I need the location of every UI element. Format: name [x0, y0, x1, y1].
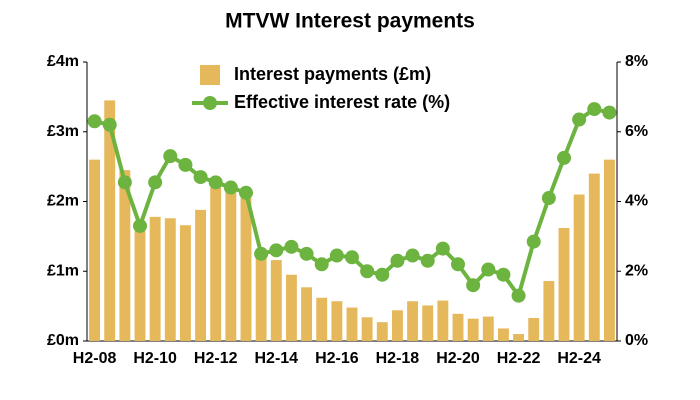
- y-tick-label: £0m: [47, 332, 79, 349]
- y2-tick-label: 4%: [625, 193, 648, 210]
- x-tick-label: H2-18: [376, 350, 420, 367]
- x-tick-label: H2-08: [73, 350, 117, 367]
- marker: [254, 246, 269, 261]
- marker: [269, 243, 284, 258]
- bar: [603, 159, 615, 341]
- marker: [466, 278, 481, 293]
- marker: [102, 117, 117, 132]
- marker: [526, 234, 541, 249]
- bar: [119, 170, 131, 341]
- marker: [496, 267, 511, 282]
- marker: [405, 248, 420, 263]
- marker: [375, 267, 390, 282]
- y2-tick-label: 0%: [625, 332, 648, 349]
- marker: [541, 191, 556, 206]
- bar: [164, 218, 176, 341]
- bar: [179, 225, 191, 341]
- marker: [435, 241, 450, 256]
- y2-tick-label: 8%: [625, 53, 648, 70]
- x-tick-label: H2-14: [254, 350, 298, 367]
- bar: [513, 334, 525, 341]
- chart-title: MTVW Interest payments: [225, 10, 475, 33]
- marker: [87, 114, 102, 129]
- marker: [451, 257, 465, 272]
- marker: [193, 170, 208, 185]
- bar: [376, 322, 388, 341]
- y-tick-label: £2m: [47, 193, 79, 210]
- marker: [345, 250, 359, 265]
- bar: [407, 301, 419, 341]
- bar: [437, 300, 449, 341]
- bar: [497, 328, 509, 341]
- marker: [587, 102, 602, 117]
- x-tick-label: H2-22: [497, 350, 541, 367]
- marker: [557, 150, 571, 165]
- marker: [314, 257, 329, 272]
- marker: [117, 175, 132, 190]
- marker: [148, 175, 163, 190]
- bar: [89, 159, 101, 341]
- bar: [543, 281, 555, 341]
- y2-tick-label: 2%: [625, 262, 648, 279]
- bar: [452, 313, 464, 341]
- y-tick-label: £3m: [47, 123, 79, 140]
- y2-tick-label: 6%: [625, 123, 648, 140]
- legend-marker: [203, 96, 217, 110]
- bar: [316, 297, 328, 341]
- marker: [572, 112, 587, 127]
- bar: [588, 173, 600, 341]
- x-tick-label: H2-20: [436, 350, 480, 367]
- marker: [223, 180, 238, 195]
- x-tick-label: H2-24: [557, 350, 601, 367]
- bar: [391, 310, 403, 341]
- bar: [422, 305, 434, 341]
- bar: [482, 316, 494, 341]
- bar: [285, 274, 297, 341]
- marker: [239, 185, 253, 200]
- bar: [195, 209, 207, 341]
- marker: [420, 253, 435, 268]
- marker: [284, 239, 299, 254]
- y-tick-label: £1m: [47, 262, 79, 279]
- marker: [208, 175, 223, 190]
- bar: [573, 194, 585, 341]
- bar: [149, 216, 161, 341]
- x-tick-label: H2-10: [133, 350, 177, 367]
- bar: [301, 287, 313, 341]
- marker: [299, 246, 314, 261]
- x-tick-label: H2-16: [315, 350, 359, 367]
- legend-label: Interest payments (£m): [234, 64, 431, 84]
- marker: [481, 262, 496, 277]
- bar: [134, 229, 146, 341]
- marker: [329, 248, 344, 263]
- bar: [255, 250, 267, 341]
- legend-label: Effective interest rate (%): [234, 92, 450, 112]
- bar: [467, 318, 479, 341]
- marker: [602, 105, 617, 120]
- x-tick-label: H2-12: [194, 350, 238, 367]
- bar: [331, 301, 343, 341]
- marker: [178, 157, 193, 172]
- marker: [511, 288, 526, 303]
- bar: [240, 198, 252, 341]
- y-tick-label: £4m: [47, 53, 79, 70]
- bar: [558, 228, 570, 341]
- bar: [104, 100, 116, 341]
- bar: [270, 260, 282, 341]
- marker: [360, 264, 375, 279]
- legend-swatch: [200, 65, 220, 85]
- marker: [133, 218, 147, 233]
- bar: [361, 317, 373, 341]
- bar: [528, 317, 540, 341]
- bar: [210, 187, 222, 341]
- bar: [346, 307, 358, 341]
- marker: [163, 149, 178, 164]
- marker: [390, 253, 405, 268]
- bar: [225, 187, 237, 341]
